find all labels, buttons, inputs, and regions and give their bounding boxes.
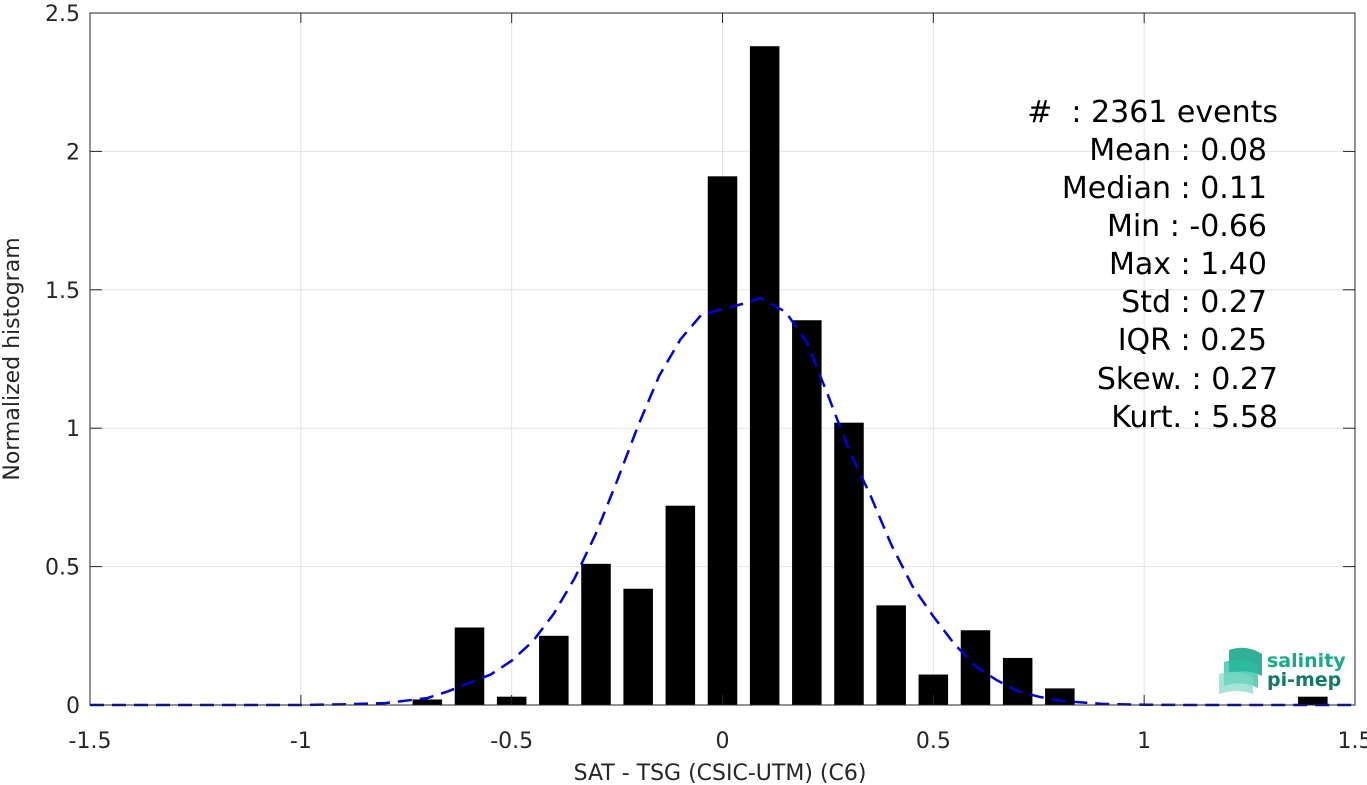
histogram-bar [581, 563, 611, 705]
stats-max: Max : 1.40 [1109, 247, 1267, 282]
axis-tick-marks [89, 12, 1356, 706]
salinity-pi-mep-logo: salinity pi-mep [1219, 647, 1346, 694]
logo-salinity-text: salinity [1267, 650, 1346, 672]
y-tick-label: 1.5 [45, 279, 80, 304]
x-tick-label: 1.5 [1338, 729, 1367, 754]
y-tick-label: 2 [66, 140, 80, 165]
x-tick-label: -0.5 [490, 729, 533, 754]
stats-kurt: Kurt. : 5.58 [1111, 400, 1278, 435]
histogram-bar [623, 588, 653, 705]
x-tick-label: -1.5 [69, 729, 112, 754]
stats-skew: Skew. : 0.27 [1097, 362, 1278, 397]
normal-fit-curve [90, 296, 1355, 707]
histogram-bar [454, 627, 485, 705]
y-tick-label: 2.5 [45, 2, 80, 27]
x-tick-label: 1 [1137, 729, 1151, 754]
stats-std: Std : 0.27 [1121, 285, 1267, 320]
histogram-bar [1002, 657, 1033, 705]
histogram-bar [665, 505, 696, 705]
x-tick-labels: -1.5 -1 -0.5 0 0.5 1 1.5 [69, 729, 1367, 754]
histogram-bar [749, 46, 780, 705]
stats-iqr: IQR : 0.25 [1118, 323, 1267, 358]
stats-box: # : 2361 events Mean : 0.08 Median : 0.1… [1027, 95, 1278, 435]
histogram-bar [1298, 696, 1328, 705]
histogram-bar [1045, 688, 1075, 705]
histogram-bar [707, 176, 738, 705]
stats-mean: Mean : 0.08 [1089, 133, 1267, 168]
y-tick-label: 0.5 [45, 556, 80, 581]
histogram-bar [876, 605, 906, 705]
histogram-bar [792, 320, 822, 705]
wave-logo-icon [1219, 647, 1262, 694]
y-tick-label: 1 [66, 417, 80, 442]
histogram-bar [834, 422, 864, 705]
histogram-bar [412, 699, 443, 705]
stats-min: Min : -0.66 [1107, 209, 1267, 244]
x-axis-label: SAT - TSG (CSIC-UTM) (C6) [574, 761, 867, 785]
y-axis-label: Normalized histogram [0, 237, 25, 480]
y-tick-label: 0 [66, 694, 80, 719]
y-tick-labels: 0 0.5 1 1.5 2 2.5 [45, 2, 80, 719]
stats-median: Median : 0.11 [1062, 171, 1267, 206]
x-tick-label: 0.5 [916, 729, 951, 754]
histogram-bars [412, 46, 1328, 705]
stats-events: # : 2361 events [1027, 95, 1278, 130]
logo-pimep-text: pi-mep [1267, 669, 1341, 691]
histogram-bar [539, 635, 569, 705]
x-tick-label: -1 [290, 729, 312, 754]
x-tick-label: 0 [716, 729, 730, 754]
